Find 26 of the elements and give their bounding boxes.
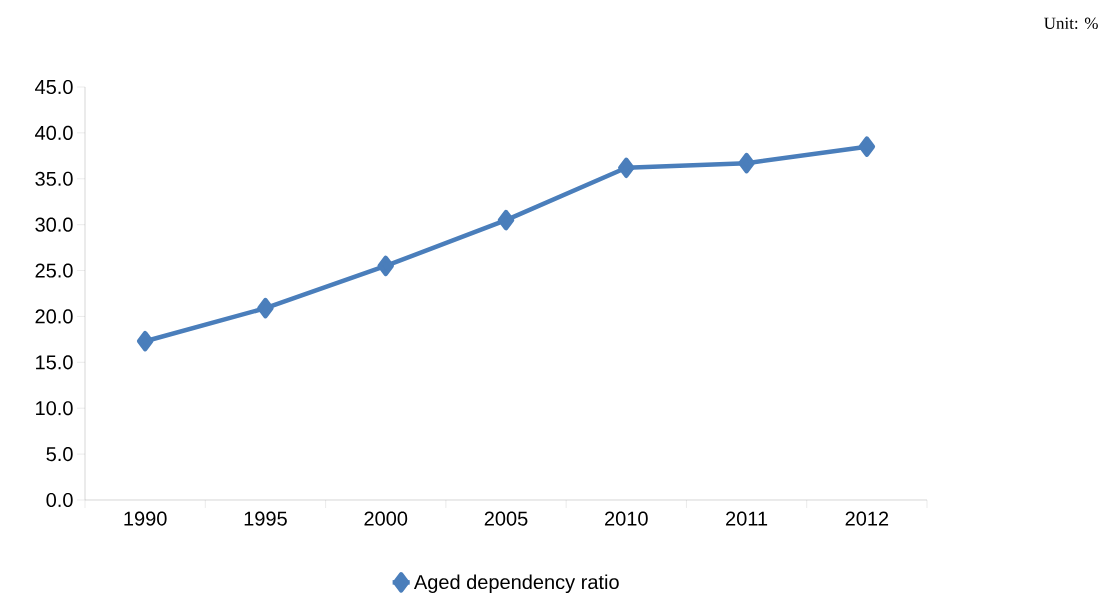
point bbox=[618, 157, 635, 178]
y-tick-label: 40.0 bbox=[35, 125, 73, 140]
y-tick-label: 45.0 bbox=[35, 79, 73, 95]
x-tick-label: 2011 bbox=[726, 511, 768, 526]
point bbox=[738, 152, 755, 174]
x-tick-label: 1990 bbox=[124, 511, 167, 526]
point bbox=[377, 255, 394, 277]
x-tick-label: 2012 bbox=[845, 511, 889, 526]
y-tick-label: 25.0 bbox=[35, 263, 73, 278]
point bbox=[858, 136, 876, 157]
point bbox=[136, 330, 154, 352]
y-tick-label: 35.0 bbox=[35, 171, 73, 186]
x-tick-label: 2005 bbox=[484, 511, 528, 526]
text: Unit: % bbox=[1044, 17, 1098, 30]
y-tick-label: 20.0 bbox=[35, 309, 73, 324]
x-tick-label: 2010 bbox=[605, 511, 648, 526]
y-tick-label: 0.0 bbox=[46, 492, 73, 508]
y-tick-label: 5.0 bbox=[46, 447, 73, 462]
y-tick-label: 10.0 bbox=[36, 401, 73, 416]
point bbox=[497, 209, 515, 231]
y-tick-label: 30.0 bbox=[35, 217, 73, 232]
y-tick-label: 15.0 bbox=[36, 355, 73, 370]
point bbox=[257, 297, 274, 319]
x-tick-label: 1995 bbox=[244, 511, 287, 526]
legend-label: Aged dependency ratio bbox=[413, 574, 619, 594]
x-tick-label: 2000 bbox=[364, 511, 408, 526]
